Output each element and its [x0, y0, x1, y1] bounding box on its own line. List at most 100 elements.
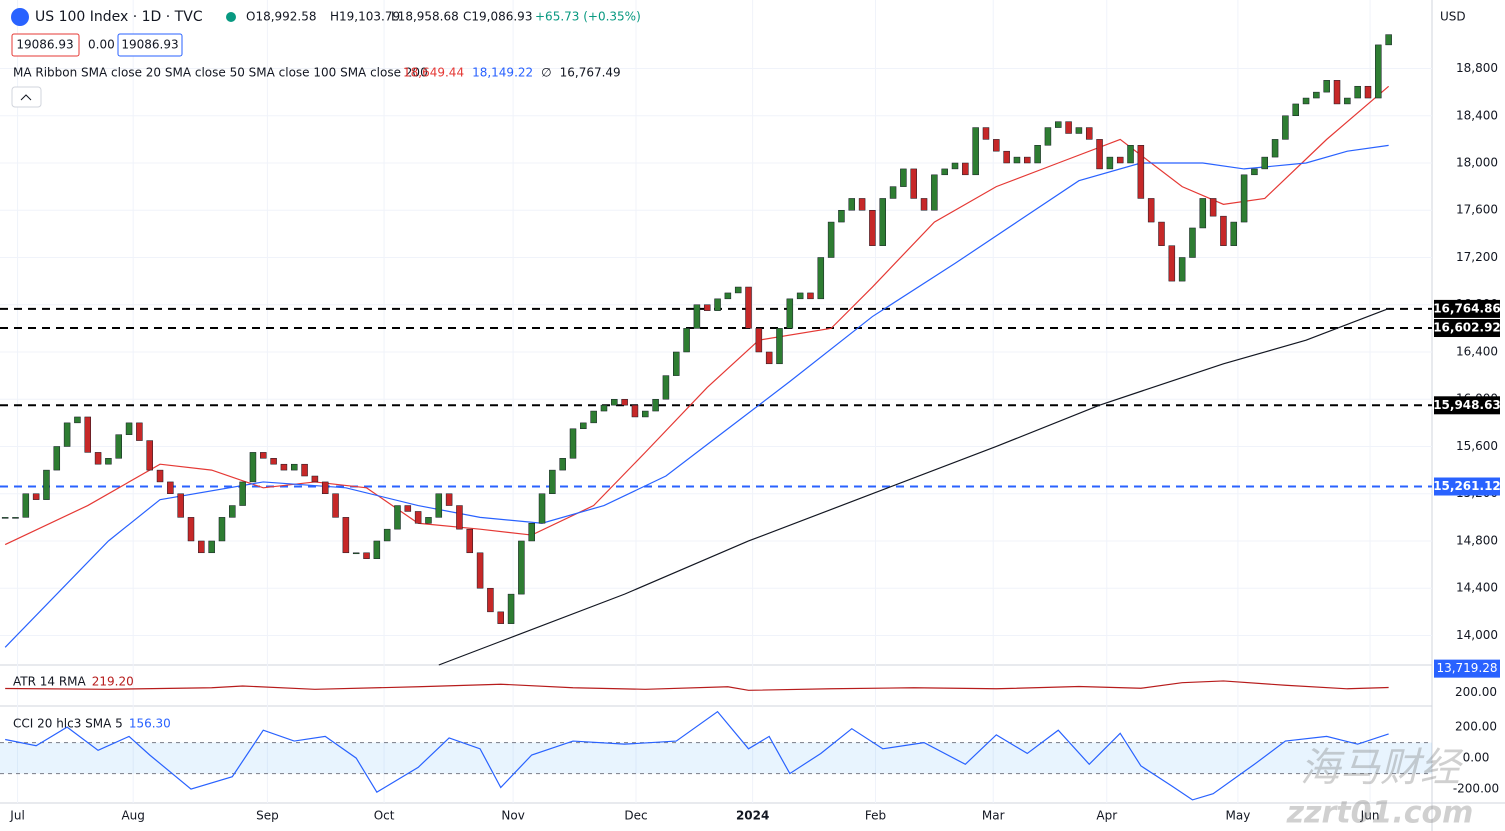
candle	[425, 517, 432, 524]
candle	[1199, 198, 1207, 229]
ma-value: 18,649.44	[403, 66, 464, 80]
candle	[311, 475, 319, 483]
candle	[724, 292, 732, 300]
y-tick-label: 14,000	[1456, 628, 1498, 642]
candle	[1096, 139, 1103, 170]
symbol: US 100 Index · 1D · TVC	[35, 9, 203, 25]
candle	[22, 493, 30, 518]
candle	[796, 292, 804, 300]
candle	[910, 168, 917, 199]
candle	[538, 493, 546, 524]
x-tick-label: Nov	[501, 809, 524, 823]
candle	[673, 351, 680, 376]
candle	[693, 304, 701, 329]
candle	[435, 493, 443, 518]
y-tick-label: 0.00	[1463, 751, 1490, 765]
ohlc: O18,992.58	[246, 10, 317, 24]
candle	[1292, 103, 1299, 117]
candle	[12, 517, 19, 519]
level-label: 15,948.63	[1433, 398, 1501, 412]
candle	[1364, 85, 1372, 99]
x-tick-label: Dec	[624, 809, 647, 823]
candle	[218, 517, 226, 542]
candle	[1220, 215, 1227, 246]
moving-average	[438, 308, 1389, 666]
candle	[889, 186, 897, 199]
candle	[363, 552, 370, 559]
y-tick-label: 18,400	[1456, 108, 1498, 122]
candle	[1230, 221, 1238, 246]
level-label: 16,764.86	[1433, 301, 1501, 315]
change: +65.73 (+0.35%)	[535, 10, 641, 24]
candle	[115, 434, 122, 459]
candle	[1302, 97, 1310, 105]
ohlc: C19,086.93	[463, 10, 532, 24]
candle	[1240, 174, 1248, 223]
y-tick-label: 18,000	[1456, 156, 1498, 170]
candle	[404, 505, 412, 512]
candle	[972, 127, 979, 176]
candle	[1024, 156, 1031, 164]
candle	[755, 328, 763, 353]
candle	[1354, 85, 1361, 99]
x-tick-label: Feb	[865, 809, 886, 823]
candle	[900, 168, 907, 187]
candle	[94, 452, 102, 465]
ma-value: 18,149.22	[472, 66, 533, 80]
candle	[1261, 156, 1268, 170]
candle	[817, 257, 825, 300]
x-tick-label: Jul	[9, 809, 24, 823]
candle	[580, 422, 587, 430]
candle	[74, 416, 81, 424]
candle	[156, 469, 164, 483]
candle	[734, 286, 742, 294]
candle	[1251, 168, 1258, 176]
candle	[941, 168, 948, 176]
collapse-icon	[20, 94, 32, 101]
axis-mark-bg	[1434, 659, 1500, 678]
y-tick-label: 15,600	[1456, 439, 1498, 453]
candle	[249, 452, 257, 483]
candle	[714, 298, 721, 311]
candle	[332, 493, 339, 518]
candle	[383, 528, 391, 542]
y-tick-label: 17,200	[1456, 250, 1498, 264]
overlay: 14,00014,40014,80015,20015,60016,00016,4…	[9, 61, 1500, 830]
candle	[858, 198, 866, 211]
candle	[352, 552, 360, 555]
candle	[260, 452, 267, 459]
candle	[167, 481, 174, 494]
cci-label: CCI 20 hlc3 SMA 5	[13, 717, 123, 731]
x-tick-label: 2024	[736, 809, 769, 823]
atr-label: ATR 14 RMA	[13, 675, 87, 689]
x-tick-label: Sep	[256, 809, 279, 823]
candle	[84, 416, 92, 453]
candle	[146, 440, 153, 471]
candle	[1137, 145, 1145, 199]
candle	[321, 481, 329, 494]
axis-mark-label: 13,719.28	[1436, 661, 1497, 675]
candle	[466, 528, 474, 554]
candle	[507, 593, 515, 624]
candle	[621, 398, 628, 406]
candle	[838, 209, 845, 223]
collapse-button[interactable]	[11, 86, 42, 108]
level-label-bg	[1434, 396, 1500, 415]
y-tick-label: 200.00	[1455, 720, 1497, 734]
candle	[125, 422, 133, 435]
x-tick-label: Oct	[374, 809, 395, 823]
candle	[652, 398, 659, 412]
candle	[631, 404, 639, 418]
candle	[1323, 80, 1330, 93]
candle	[1075, 127, 1083, 134]
price-box-text: 19086.93	[16, 38, 73, 52]
candle	[1189, 227, 1196, 258]
candle	[869, 209, 876, 246]
atr-value: 219.20	[92, 675, 134, 689]
candle	[373, 540, 381, 559]
candle	[198, 540, 205, 554]
candle	[559, 458, 566, 471]
candle	[136, 422, 143, 441]
candle	[208, 540, 215, 554]
y-tick-label: 14,800	[1456, 533, 1498, 547]
